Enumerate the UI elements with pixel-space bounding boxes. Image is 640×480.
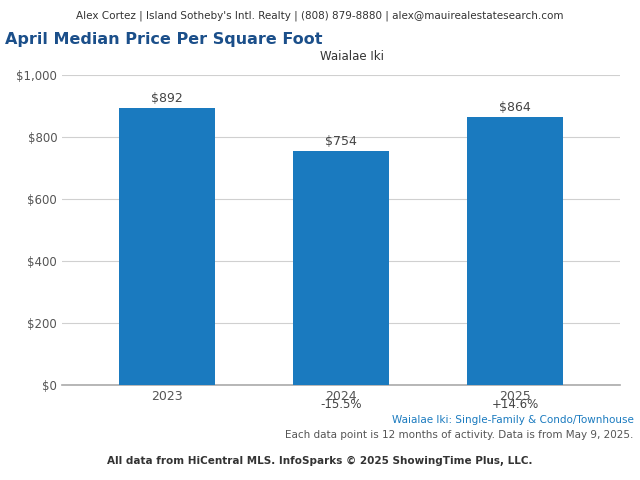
Text: -15.5%: -15.5% <box>320 398 362 411</box>
Text: All data from HiCentral MLS. InfoSparks © 2025 ShowingTime Plus, LLC.: All data from HiCentral MLS. InfoSparks … <box>108 456 532 466</box>
Text: $754: $754 <box>325 135 357 148</box>
Text: Alex Cortez | Island Sotheby's Intl. Realty | (808) 879-8880 | alex@mauirealesta: Alex Cortez | Island Sotheby's Intl. Rea… <box>76 10 564 21</box>
Text: Waialae Iki: Waialae Iki <box>320 50 384 63</box>
Text: Waialae Iki: Single-Family & Condo/Townhouse: Waialae Iki: Single-Family & Condo/Townh… <box>392 415 634 425</box>
Bar <box>118 108 214 385</box>
Text: Each data point is 12 months of activity. Data is from May 9, 2025.: Each data point is 12 months of activity… <box>285 430 634 440</box>
Text: $892: $892 <box>151 92 182 106</box>
Bar <box>467 117 563 385</box>
Text: April Median Price Per Square Foot: April Median Price Per Square Foot <box>5 32 323 47</box>
Text: +14.6%: +14.6% <box>492 398 539 411</box>
Text: $864: $864 <box>499 101 531 114</box>
Bar <box>293 151 389 385</box>
